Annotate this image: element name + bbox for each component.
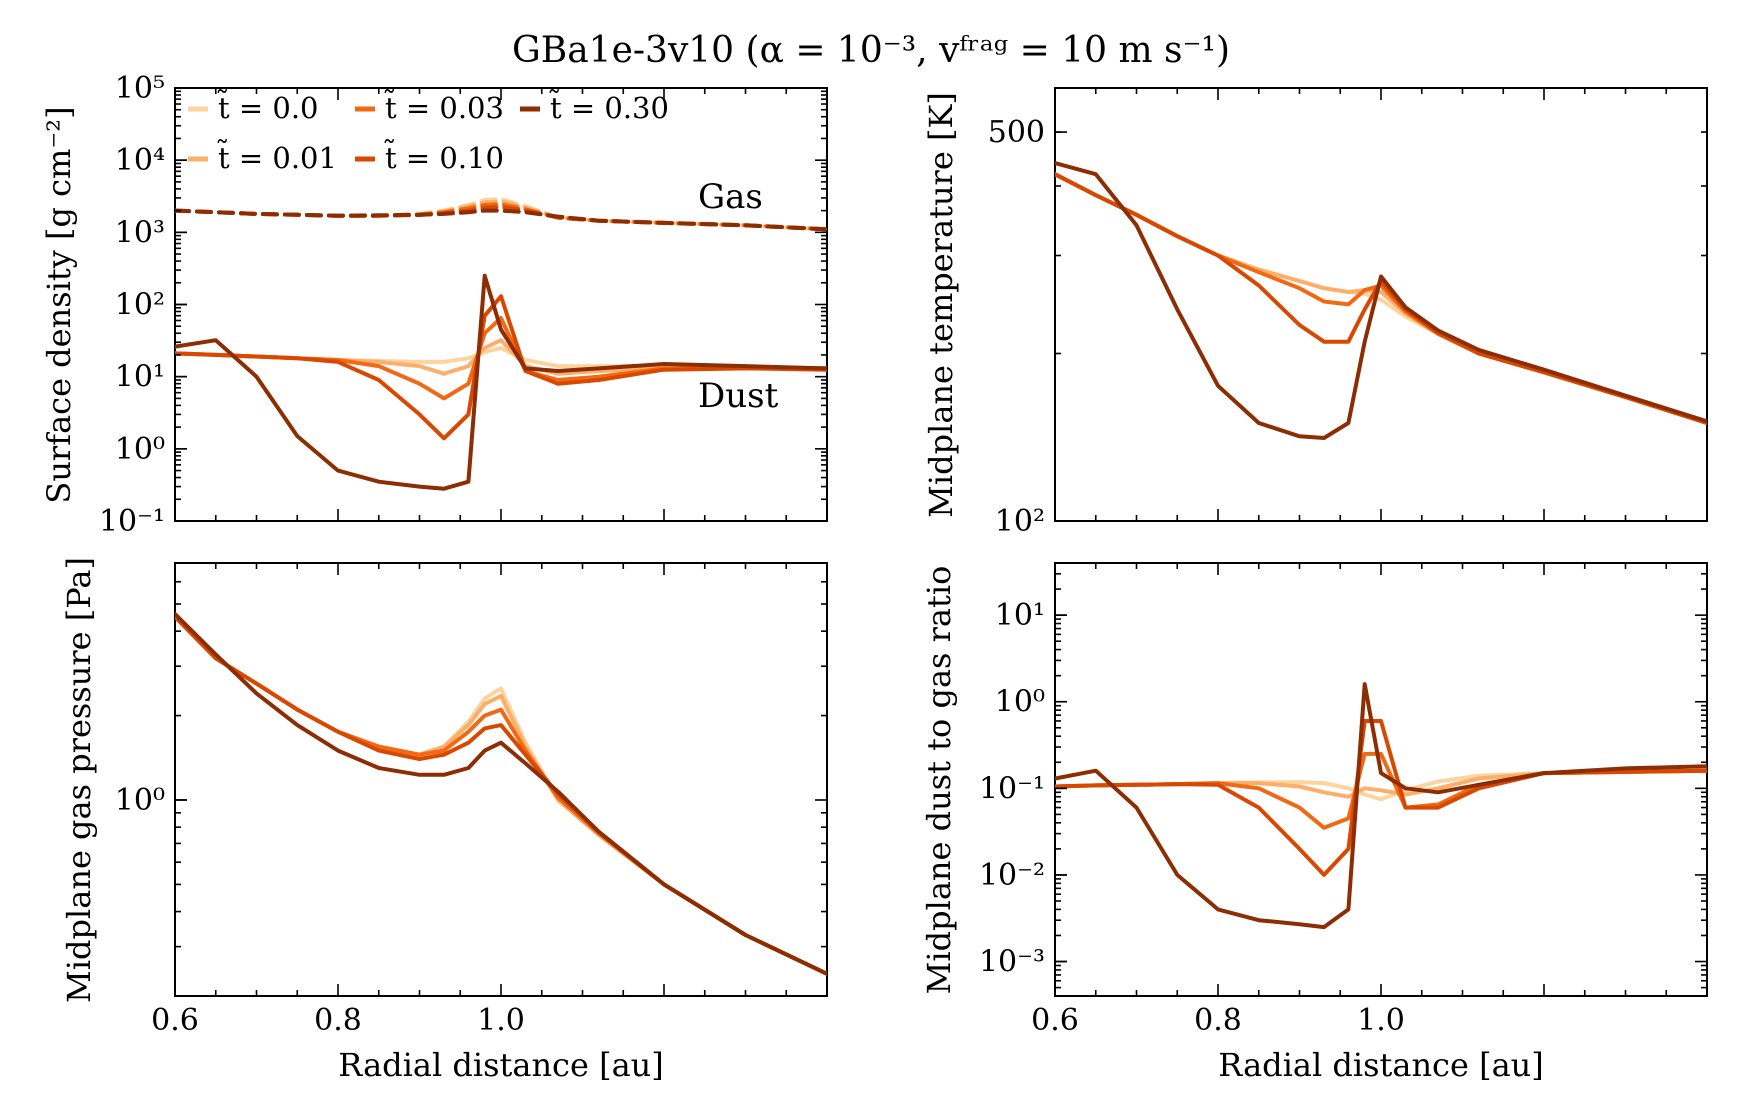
series-surface-density-dust-3: [175, 294, 827, 441]
dust-annotation: Dust: [698, 376, 779, 416]
series-midplane-temperature-4: [1055, 161, 1707, 440]
y-tick-label: 10⁵: [115, 71, 165, 106]
y-tick-label: 10¹: [995, 598, 1045, 633]
legend-label: t̃ = 0.03: [384, 89, 504, 125]
y-tick-label: 10⁻³: [979, 945, 1045, 980]
temperature-x-ticks: [1054, 88, 1708, 521]
temperature-y-ticks: 10² 500: [988, 87, 1707, 539]
y-tick-label: 10⁰: [995, 685, 1045, 720]
dust-to-gas-x-label: Radial distance [au]: [1218, 1046, 1543, 1084]
y-tick-label: 10⁰: [115, 432, 165, 467]
pressure-x-ticks: 0.6 0.8 1.0: [151, 563, 828, 1038]
figure-title: GBa1e-3v10 (α = 10⁻³, vᶠʳᵃᵍ = 10 m s⁻¹): [512, 30, 1230, 71]
y-tick-label: 10²: [995, 504, 1045, 539]
dust-to-gas-y-ticks: 10⁻³ 10⁻² 10⁻¹ 10⁰ 10¹: [979, 562, 1707, 997]
y-tick-label: 10⁻¹: [99, 504, 165, 539]
series-surface-density-dust-4: [175, 273, 827, 491]
dust-to-gas-x-ticks: 0.6 0.8 1.0: [1031, 563, 1708, 1038]
surface-density-y-ticks: 10⁻¹ 10⁰ 10¹ 10² 10³ 10⁴ 10⁵: [99, 71, 827, 539]
x-tick-label: 1.0: [1357, 1003, 1405, 1038]
dust-to-gas-y-label: Midplane dust to gas ratio: [920, 566, 958, 995]
series-midplane-dust-to-gas-ratio-4: [1055, 682, 1707, 930]
dust-to-gas-series: [1055, 682, 1707, 930]
x-tick-label: 0.8: [1194, 1003, 1242, 1038]
series-midplane-gas-pressure-0: [175, 614, 827, 976]
x-tick-label: 0.8: [314, 1003, 362, 1038]
series-midplane-gas-pressure-4: [175, 612, 827, 976]
y-tick-label: 10¹: [115, 360, 165, 395]
series-midplane-gas-pressure-1: [175, 614, 827, 976]
y-tick-label: 10⁻²: [979, 858, 1045, 893]
surface-density-x-ticks: [174, 88, 828, 521]
legend-label: t̃ = 0.0: [217, 89, 319, 125]
y-tick-label: 10³: [115, 215, 165, 250]
y-tick-label: 10²: [115, 288, 165, 323]
pressure-x-label: Radial distance [au]: [338, 1046, 663, 1084]
pressure-y-ticks: 10⁰: [115, 562, 827, 997]
midplane-dust-to-gas-ratio-panel: 10⁻³ 10⁻² 10⁻¹ 10⁰ 10¹ 0.6 0.8 1.0 Midplane du…: [920, 562, 1708, 1084]
y-tick-label: 10⁻¹: [979, 771, 1045, 806]
x-tick-label: 1.0: [477, 1003, 525, 1038]
pressure-series: [175, 612, 827, 976]
legend: t̃ = 0.0 t̃ = 0.01 t̃ = 0.03 t̃ = 0.10 t̃ = …: [188, 89, 669, 175]
series-midplane-gas-pressure-2: [175, 614, 827, 976]
pressure-y-label: Midplane gas pressure [Pa]: [60, 557, 98, 1003]
y-tick-label: 10⁰: [115, 783, 165, 818]
axes-frame: [1054, 562, 1708, 997]
temperature-series: [1055, 161, 1707, 440]
legend-label: t̃ = 0.30: [549, 89, 669, 125]
series-midplane-gas-pressure-3: [175, 614, 827, 976]
y-tick-label: 10⁴: [115, 143, 165, 178]
surface-density-panel: 10⁻¹ 10⁰ 10¹ 10² 10³ 10⁴ 10⁵ Surface density […: [40, 71, 828, 539]
y-tick-label: 500: [988, 115, 1045, 150]
series-midplane-temperature-0: [1055, 172, 1707, 425]
midplane-temperature-panel: 10² 500 Midplane temperature [K]: [922, 87, 1708, 539]
temperature-y-label: Midplane temperature [K]: [922, 92, 960, 518]
series-midplane-dust-to-gas-ratio-3: [1055, 719, 1707, 877]
legend-label: t̃ = 0.10: [384, 139, 504, 175]
surface-density-series: [175, 197, 827, 491]
axes-frame: [1054, 87, 1708, 522]
series-surface-density-gas-4: [175, 208, 827, 232]
axes-frame: [174, 562, 828, 997]
x-tick-label: 0.6: [1031, 1003, 1079, 1038]
x-tick-label: 0.6: [151, 1003, 199, 1038]
gas-annotation: Gas: [698, 177, 763, 217]
series-midplane-temperature-3: [1055, 172, 1707, 425]
midplane-gas-pressure-panel: 10⁰ 0.6 0.8 1.0 Midplane gas pressure [Pa]…: [60, 557, 828, 1084]
surface-density-y-label: Surface density [g cm⁻²]: [40, 106, 78, 503]
legend-label: t̃ = 0.01: [217, 139, 337, 175]
